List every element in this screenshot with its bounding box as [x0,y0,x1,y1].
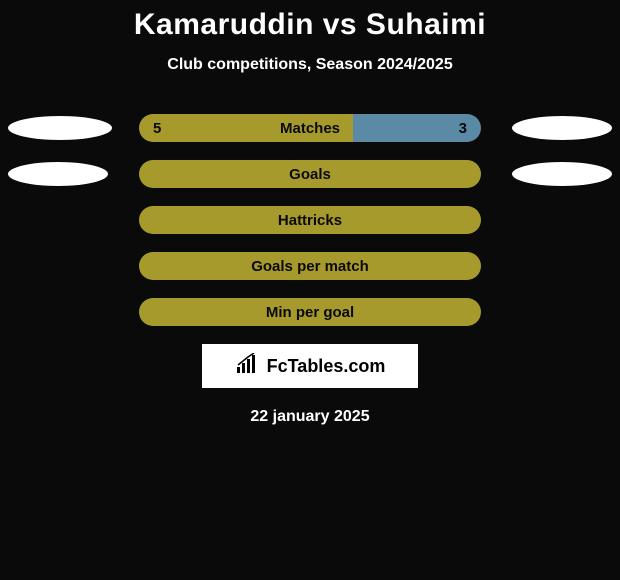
stat-bar: Goals per match [139,252,481,280]
right-ellipse-icon [512,116,612,140]
stat-bar: Min per goal [139,298,481,326]
stat-label: Hattricks [139,206,481,234]
stat-value-left: 5 [153,114,161,142]
stat-row: Goals [0,160,620,188]
stat-row: Hattricks [0,206,620,234]
stat-label: Goals [139,160,481,188]
logo-box: FcTables.com [202,344,418,388]
stat-label: Min per goal [139,298,481,326]
left-ellipse-icon [8,162,108,186]
stat-row: Min per goal [0,298,620,326]
page-title: Kamaruddin vs Suhaimi [134,8,486,42]
left-ellipse-icon [8,116,112,140]
stat-label: Matches [139,114,481,142]
right-ellipse-icon [512,162,612,186]
stat-row: Goals per match [0,252,620,280]
subtitle: Club competitions, Season 2024/2025 [167,56,452,74]
container: Kamaruddin vs Suhaimi Club competitions,… [0,0,620,426]
logo-text: FcTables.com [267,356,386,377]
stat-row: Matches5 3 [0,114,620,142]
stat-bar: Goals [139,160,481,188]
stat-rows: Matches5 3 Goals Hattricks Goals per match Mi… [0,114,620,326]
stat-bar: Hattricks [139,206,481,234]
date: 22 january 2025 [250,408,369,426]
chart-icon [235,353,263,380]
stat-value-right: 3 [459,114,467,142]
stat-label: Goals per match [139,252,481,280]
stat-bar: Matches5 3 [139,114,481,142]
